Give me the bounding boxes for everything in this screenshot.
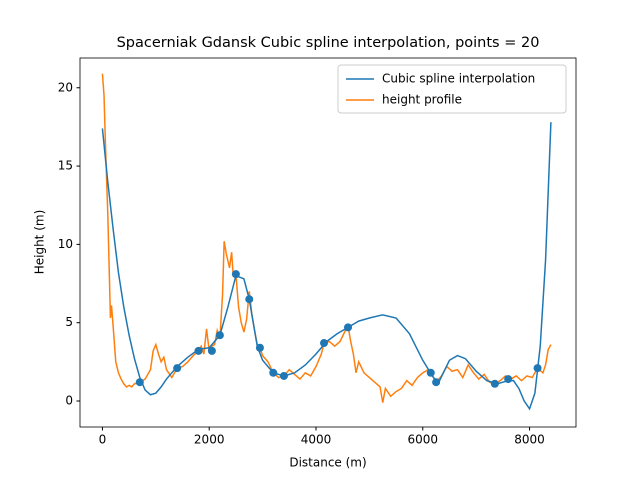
data-point [231, 270, 240, 279]
plot-frame [79, 57, 577, 428]
data-point [207, 346, 216, 355]
y-tick-label: 15 [58, 159, 73, 173]
y-tick-label: 10 [58, 237, 73, 251]
data-point [255, 343, 264, 352]
data-point [533, 364, 542, 373]
legend-label: height profile [382, 93, 462, 107]
data-point [135, 378, 144, 387]
x-tick-label: 8000 [514, 433, 545, 447]
legend-label: Cubic spline interpolation [382, 72, 535, 86]
x-tick-label: 6000 [407, 433, 438, 447]
data-point [504, 375, 513, 384]
series-line [101, 73, 552, 403]
data-point [279, 371, 288, 380]
y-tick-label: 0 [65, 394, 73, 408]
x-tick-label: 4000 [301, 433, 332, 447]
data-point [245, 295, 254, 304]
y-tick-label: 20 [58, 80, 73, 94]
data-point [215, 331, 224, 340]
y-axis-label: Height (m) [33, 210, 47, 275]
series-line [101, 122, 552, 411]
x-tick-label: 0 [99, 433, 107, 447]
data-point [269, 368, 278, 377]
data-point [194, 346, 203, 355]
legend-box [337, 64, 567, 114]
data-point [344, 323, 353, 332]
y-tick-label: 5 [65, 315, 73, 329]
x-tick-label: 2000 [194, 433, 225, 447]
data-point [173, 364, 182, 373]
x-axis-label: Distance (m) [289, 456, 366, 470]
data-point [426, 368, 435, 377]
chart-title: Spacerniak Gdansk Cubic spline interpola… [117, 35, 540, 51]
data-point [490, 379, 499, 388]
data-point [319, 339, 328, 348]
data-point [432, 378, 441, 387]
